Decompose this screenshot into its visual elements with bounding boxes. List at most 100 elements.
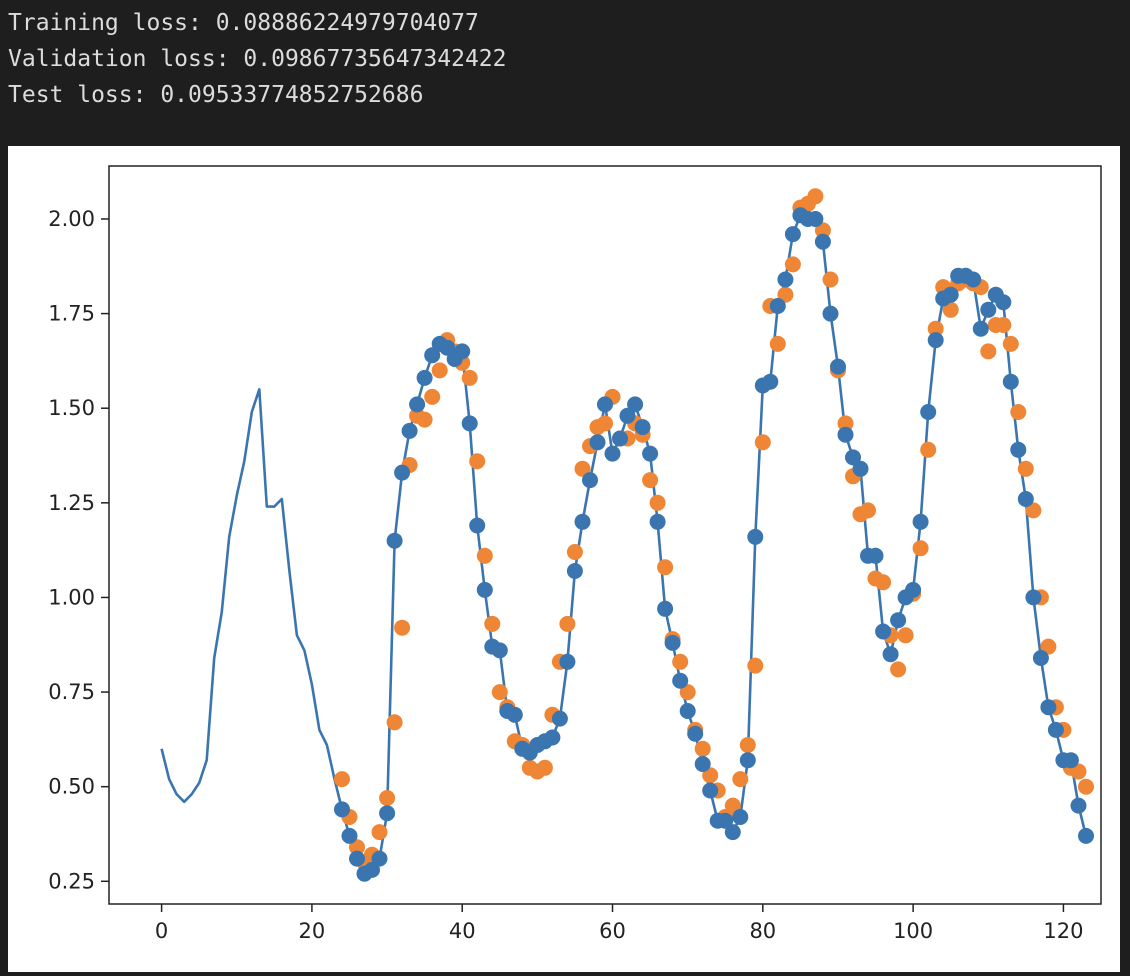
blue-point xyxy=(822,305,839,322)
y-tick-label: 1.50 xyxy=(48,396,95,420)
blue-point xyxy=(807,211,824,227)
orange-point xyxy=(484,615,501,632)
x-tick-label: 20 xyxy=(299,919,326,943)
blue-point xyxy=(1002,373,1019,390)
orange-point xyxy=(920,441,937,458)
x-tick-label: 60 xyxy=(599,919,626,943)
orange-point xyxy=(1070,763,1087,780)
blue-point xyxy=(551,710,568,727)
blue-point xyxy=(649,513,666,530)
blue-point xyxy=(905,581,922,598)
blue-point xyxy=(582,472,598,489)
blue-point xyxy=(672,672,689,689)
x-tick-label: 120 xyxy=(1043,919,1083,943)
blue-point xyxy=(619,407,636,424)
blue-point xyxy=(394,464,411,481)
orange-point xyxy=(814,222,831,239)
orange-point xyxy=(679,684,696,701)
chart-figure: 0 20 40 60 80 100 120 0.25 0.50 0.75 1.00 1.25 1.50 1… xyxy=(8,146,1120,972)
blue-point xyxy=(634,419,651,436)
blue-point xyxy=(724,824,741,841)
orange-point xyxy=(739,737,756,753)
orange-point xyxy=(724,797,741,814)
blue-point xyxy=(454,343,471,360)
orange-point xyxy=(995,317,1012,333)
orange-point xyxy=(1002,335,1019,352)
series-line xyxy=(160,213,1088,875)
blue-point xyxy=(762,373,779,390)
orange-point xyxy=(649,494,666,511)
orange-point xyxy=(657,559,674,576)
orange-point xyxy=(777,286,794,303)
orange-point xyxy=(424,388,441,405)
blue-point xyxy=(1010,441,1027,458)
y-tick-label: 0.75 xyxy=(48,680,95,704)
blue-point xyxy=(942,286,959,303)
y-tick-label: 0.50 xyxy=(48,775,95,799)
blue-point xyxy=(506,706,523,723)
orange-point xyxy=(694,740,711,757)
console-output: Training loss: 0.08886224979704077 Valid… xyxy=(0,0,1130,142)
orange-point xyxy=(334,771,350,788)
orange-point xyxy=(927,320,944,337)
blue-point xyxy=(612,430,628,447)
blue-point xyxy=(416,369,433,386)
blue-point xyxy=(980,301,997,318)
blue-point xyxy=(604,445,621,462)
blue-point xyxy=(875,623,892,640)
blue-point xyxy=(837,426,854,443)
orange-point xyxy=(890,661,907,678)
orange-point xyxy=(491,684,508,701)
blue-point xyxy=(491,642,508,659)
blue-point xyxy=(717,812,734,829)
blue-point xyxy=(597,396,613,413)
orange-point xyxy=(574,460,591,477)
blue-point xyxy=(1070,797,1087,814)
orange-point xyxy=(461,369,478,386)
blue-point xyxy=(867,547,884,564)
orange-point xyxy=(431,362,448,379)
orange-point xyxy=(732,771,749,788)
blue-point xyxy=(476,581,493,598)
x-tick-label: 40 xyxy=(449,919,476,943)
orange-point xyxy=(1025,502,1042,519)
validation-loss-line: Validation loss: 0.09867735647342422 xyxy=(8,46,507,72)
y-tick-label: 2.00 xyxy=(48,207,95,231)
orange-point xyxy=(469,453,486,470)
blue-point xyxy=(972,320,989,337)
blue-point xyxy=(1047,721,1064,738)
blue-point xyxy=(1025,589,1042,606)
orange-point xyxy=(942,301,959,318)
blue-point xyxy=(364,861,380,878)
blue-point xyxy=(559,653,576,670)
blue-point xyxy=(424,347,441,364)
blue-point xyxy=(401,422,418,439)
blue-point xyxy=(439,339,456,356)
blue-point xyxy=(627,396,644,413)
blue-point xyxy=(657,600,674,617)
blue-point xyxy=(784,226,801,243)
orange-point xyxy=(672,653,689,670)
orange-point xyxy=(416,411,433,428)
orange-point xyxy=(566,544,583,560)
blue-point xyxy=(379,805,396,822)
orange-point xyxy=(379,790,396,806)
x-tick-label: 80 xyxy=(749,919,776,943)
orange-point xyxy=(822,271,839,288)
blue-point xyxy=(702,782,719,799)
blue-point xyxy=(461,415,478,432)
blue-point xyxy=(589,434,606,451)
orange-point xyxy=(642,472,659,489)
blue-point xyxy=(642,445,659,462)
blue-point xyxy=(409,396,426,413)
blue-point xyxy=(890,612,907,629)
orange-point xyxy=(860,502,876,519)
blue-point xyxy=(341,827,358,844)
orange-point xyxy=(394,619,411,636)
orange-point xyxy=(1040,638,1057,655)
test-loss-line: Test loss: 0.09533774852752686 xyxy=(8,82,424,108)
line-scatter-chart: 0 20 40 60 80 100 120 0.25 0.50 0.75 1.00 1.25 1.50 1… xyxy=(48,165,1102,943)
orange-point xyxy=(747,657,764,674)
y-tick-label: 1.00 xyxy=(48,585,95,609)
blue-point xyxy=(349,850,365,867)
